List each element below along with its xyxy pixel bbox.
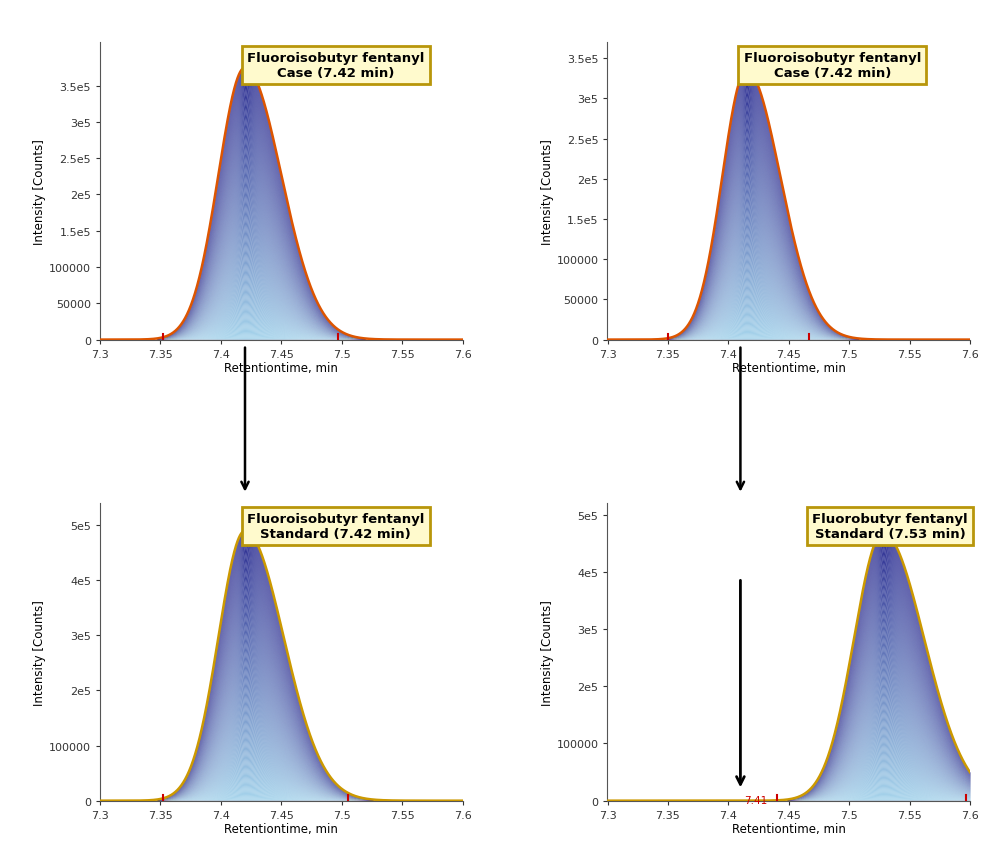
Y-axis label: Intensity [Counts]: Intensity [Counts]: [541, 139, 554, 245]
Text: 7.41: 7.41: [744, 795, 767, 805]
Text: Fluoroisobutyr fentanyl
Standard (7.42 min): Fluoroisobutyr fentanyl Standard (7.42 m…: [247, 512, 424, 541]
Y-axis label: Intensity [Counts]: Intensity [Counts]: [33, 599, 46, 705]
Y-axis label: Intensity [Counts]: Intensity [Counts]: [33, 139, 46, 245]
X-axis label: Retentiontime, min: Retentiontime, min: [732, 822, 846, 835]
Text: Fluoroisobutyr fentanyl
Case (7.42 min): Fluoroisobutyr fentanyl Case (7.42 min): [744, 52, 921, 80]
X-axis label: Retentiontime, min: Retentiontime, min: [732, 362, 846, 375]
X-axis label: Retentiontime, min: Retentiontime, min: [224, 822, 338, 835]
X-axis label: Retentiontime, min: Retentiontime, min: [224, 362, 338, 375]
Text: Fluoroisobutyr fentanyl
Case (7.42 min): Fluoroisobutyr fentanyl Case (7.42 min): [247, 52, 424, 80]
Y-axis label: Intensity [Counts]: Intensity [Counts]: [541, 599, 554, 705]
Text: Fluorobutyr fentanyl
Standard (7.53 min): Fluorobutyr fentanyl Standard (7.53 min): [812, 512, 968, 541]
